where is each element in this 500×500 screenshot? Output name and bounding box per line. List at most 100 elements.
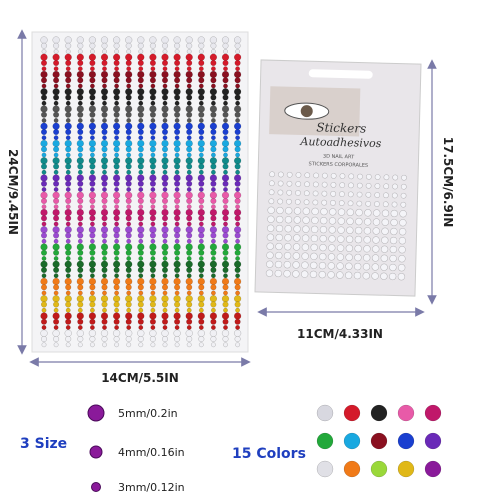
- rhinestone: [89, 152, 95, 158]
- rhinestone: [77, 77, 84, 84]
- rhinestone: [138, 307, 144, 313]
- rhinestone: [76, 88, 84, 96]
- rhinestone: [174, 284, 181, 291]
- rhinestone: [235, 307, 241, 313]
- rhinestone: [40, 312, 48, 320]
- rhinestone: [137, 226, 145, 234]
- rhinestone: [102, 325, 107, 330]
- rhinestone: [327, 271, 335, 279]
- rhinestone: [174, 59, 181, 67]
- rhinestone: [89, 284, 96, 291]
- rhinestone: [162, 152, 168, 158]
- rhinestone: [161, 277, 169, 286]
- rhinestone: [65, 221, 71, 227]
- rhinestone: [222, 77, 229, 84]
- rhinestone: [161, 42, 169, 49]
- rhinestone: [398, 228, 407, 236]
- rhinestone: [185, 329, 193, 337]
- rhinestone: [149, 59, 156, 67]
- rhinestone: [52, 312, 60, 320]
- rhinestone: [89, 221, 95, 227]
- rhinestone: [89, 204, 95, 210]
- rhinestone: [186, 215, 193, 222]
- rhinestone: [126, 49, 132, 54]
- rhinestone: [186, 256, 192, 261]
- rhinestone: [77, 238, 83, 244]
- color-swatch: [424, 460, 442, 478]
- rhinestone: [65, 318, 72, 325]
- rhinestone: [210, 118, 216, 123]
- rhinestone: [114, 290, 120, 296]
- rhinestone: [174, 135, 180, 141]
- rhinestone: [53, 66, 59, 72]
- rhinestone: [161, 122, 169, 130]
- rhinestone: [89, 66, 95, 72]
- rhinestone: [88, 53, 97, 61]
- rhinestone: [295, 172, 302, 178]
- rhinestone: [113, 59, 120, 67]
- rhinestone: [233, 226, 242, 234]
- rhinestone: [125, 42, 132, 49]
- rhinestone: [40, 53, 48, 61]
- rhinestone: [162, 135, 168, 141]
- rhinestone: [102, 135, 107, 141]
- rhinestone: [53, 266, 60, 274]
- rhinestone: [161, 59, 169, 67]
- rhinestone: [283, 261, 291, 269]
- rhinestone: [53, 111, 60, 118]
- rhinestone: [101, 249, 108, 256]
- rhinestone: [40, 77, 48, 84]
- rhinestone: [356, 182, 363, 189]
- rhinestone: [221, 122, 230, 130]
- rhinestone: [125, 249, 132, 256]
- rhinestone: [112, 312, 121, 320]
- rhinestone: [161, 312, 169, 320]
- rhinestone: [52, 295, 60, 303]
- rhinestone: [89, 232, 96, 239]
- rhinestone: [268, 180, 275, 187]
- rhinestone: [362, 272, 370, 280]
- rhinestone: [330, 173, 337, 179]
- rhinestone: [398, 246, 406, 254]
- rhinestone: [41, 307, 47, 313]
- rhinestone: [77, 128, 84, 136]
- rhinestone: [112, 329, 121, 337]
- rhinestone: [89, 342, 95, 348]
- rhinestone: [221, 329, 230, 337]
- sheet-gems: [40, 36, 242, 348]
- rhinestone: [174, 221, 180, 227]
- rhinestone: [137, 70, 145, 79]
- rhinestone: [53, 232, 60, 239]
- rhinestone: [363, 236, 371, 244]
- rhinestone: [276, 215, 284, 224]
- rhinestone: [380, 263, 388, 271]
- rhinestone: [65, 135, 71, 141]
- rhinestone: [345, 253, 353, 261]
- rhinestone: [65, 146, 72, 153]
- rhinestone: [149, 249, 156, 256]
- rhinestone: [77, 301, 84, 308]
- rhinestone: [138, 83, 144, 89]
- rhinestone: [76, 329, 84, 337]
- rhinestone: [209, 277, 218, 286]
- rhinestone: [161, 284, 169, 291]
- rhinestone: [398, 255, 406, 263]
- rhinestone: [186, 49, 192, 54]
- rhinestone: [198, 232, 205, 239]
- rhinestone: [65, 163, 72, 170]
- rhinestone: [40, 266, 48, 274]
- rhinestone: [293, 216, 301, 224]
- rhinestone: [221, 260, 230, 268]
- rhinestone: [346, 217, 354, 225]
- rhinestone: [125, 180, 132, 187]
- rhinestone: [53, 238, 59, 244]
- rhinestone: [221, 312, 230, 320]
- rhinestone: [77, 290, 83, 296]
- rhinestone: [88, 174, 97, 182]
- rhinestone: [89, 290, 95, 296]
- rhinestone: [53, 197, 60, 205]
- rhinestone: [234, 284, 241, 291]
- rhinestone: [161, 157, 169, 165]
- rhinestone: [161, 260, 169, 268]
- rhinestone: [222, 59, 229, 67]
